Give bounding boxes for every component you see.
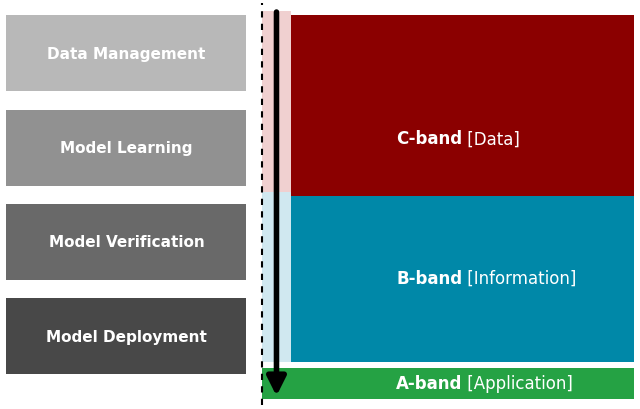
Text: Model Verification: Model Verification [49,235,204,250]
Bar [262,368,291,399]
Text: [Data]: [Data] [463,130,520,148]
Text: A-band: A-band [396,374,463,392]
Text: [Application]: [Application] [463,374,573,392]
Text: Data Management: Data Management [47,47,205,62]
Bar [291,16,634,231]
Text: Model Deployment: Model Deployment [46,329,207,344]
Bar [6,16,246,92]
Bar [6,110,246,186]
Bar [291,368,634,399]
Text: B-band: B-band [396,269,463,287]
Bar [6,204,246,280]
Bar [6,299,246,374]
Text: C-band: C-band [396,130,463,148]
Text: Model Learning: Model Learning [60,141,193,156]
Bar [291,196,634,362]
Text: [Information]: [Information] [463,269,577,287]
Bar [262,192,291,362]
Bar [262,12,291,231]
